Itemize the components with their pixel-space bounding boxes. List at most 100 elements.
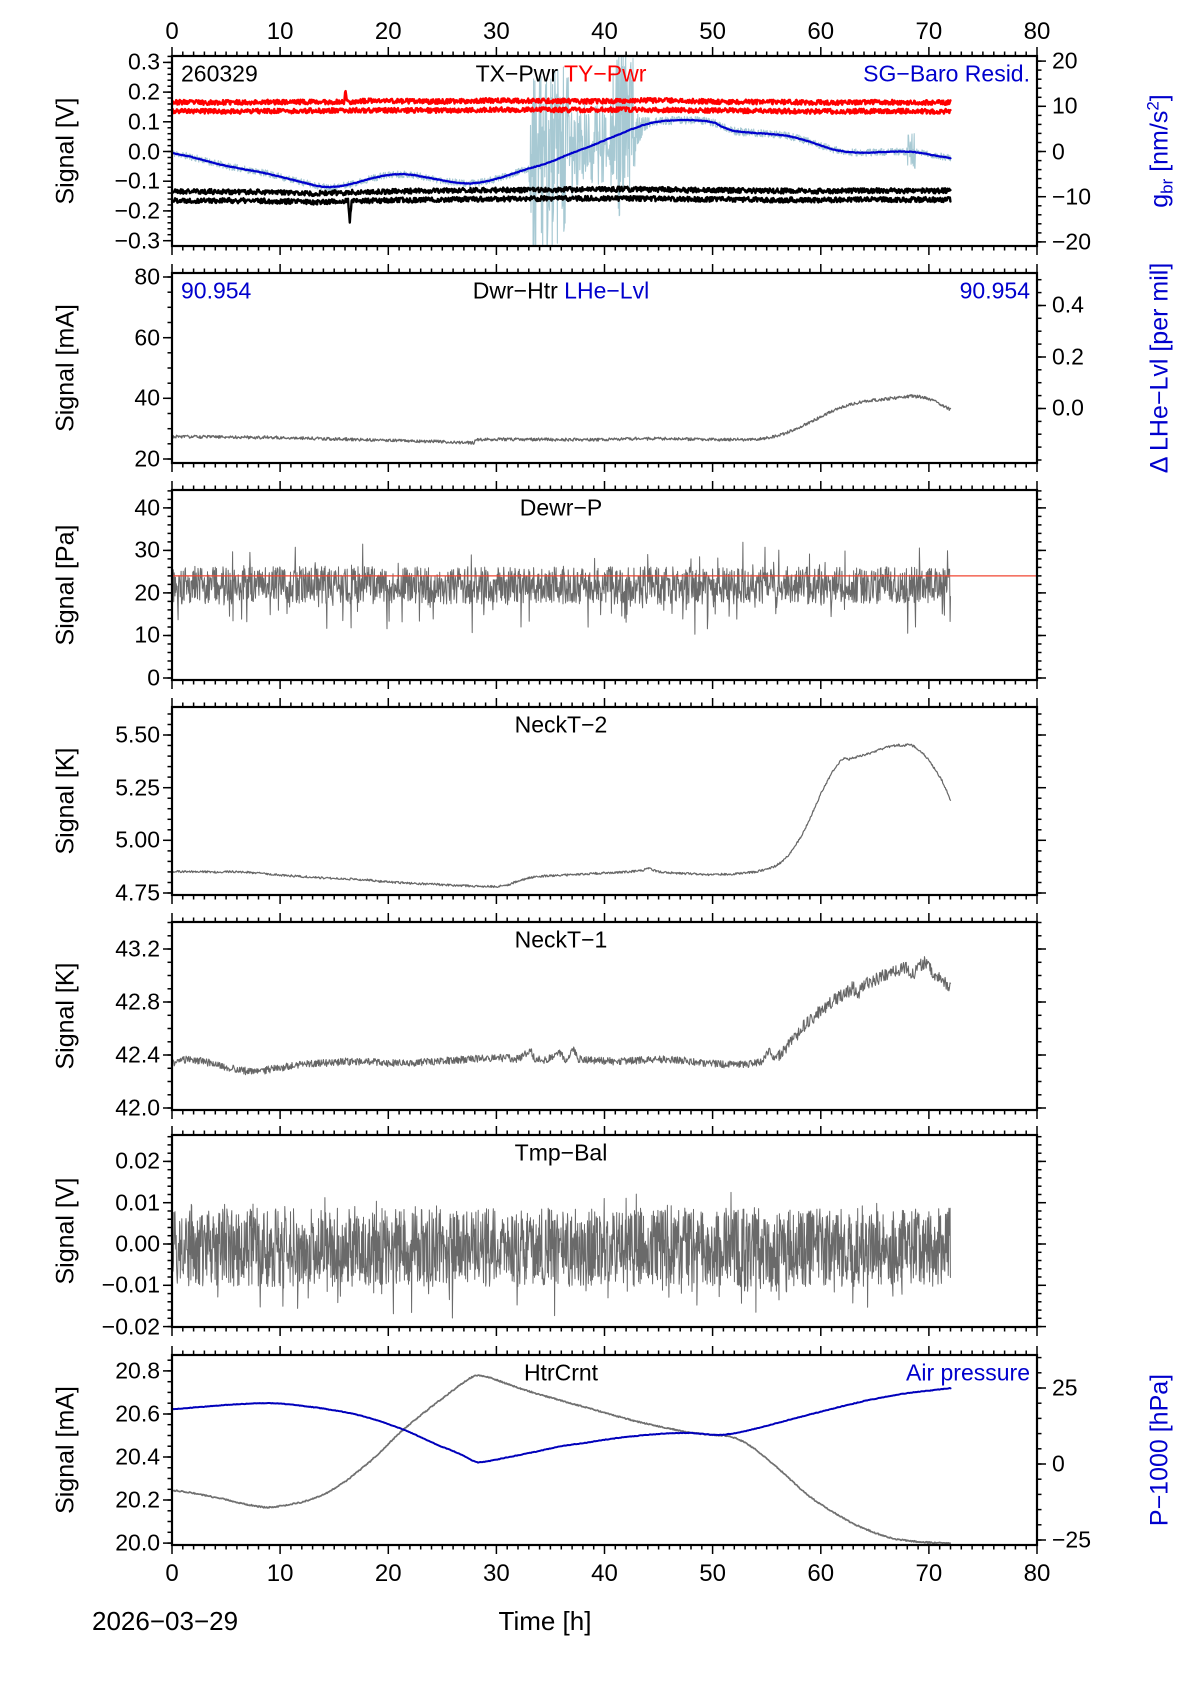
axis-ticks-panel-neck-t2: [163, 698, 1046, 904]
y-tick-label: 0.0: [128, 138, 160, 165]
y-tick-label: 42.0: [115, 1094, 160, 1121]
y-tick-label: 0.01: [115, 1189, 160, 1216]
y-tick-label: 5.50: [115, 721, 160, 748]
right-y-tick-label: −10: [1052, 183, 1092, 210]
y-tick-label: 20: [134, 445, 160, 472]
y-tick-label: 4.75: [115, 879, 160, 906]
ty-pwr-lower-curve: [172, 106, 952, 115]
y-tick-label: −0.01: [101, 1271, 160, 1298]
dewr-p-curve: [172, 541, 951, 635]
panel-title-dewar-pressure: Dewr−P: [519, 494, 603, 521]
panel-title-neck-t2: NeckT−2: [514, 711, 608, 738]
top-x-tick-label: 30: [483, 18, 510, 45]
y-tick-label: 20: [134, 579, 160, 606]
top-x-tick-label: 20: [374, 18, 402, 45]
right-y-axis-title: P−1000 [hPa]: [1145, 1373, 1174, 1527]
top-x-tick-label: 70: [915, 18, 943, 45]
y-tick-label: −0.2: [114, 197, 160, 224]
axis-ticks-panel-tmp-bal: [163, 1126, 1046, 1336]
y-tick-label: 0.00: [115, 1230, 160, 1257]
annotation-power-baro-right: SG−Baro Resid.: [863, 60, 1030, 87]
axis-ticks-panel-heater-current-pressure: [163, 1346, 1046, 1554]
panel-title-power-baro: TX−Pwr TY−Pwr: [475, 60, 647, 87]
y-tick-label: 10: [134, 621, 160, 648]
y-tick-label: 40: [134, 494, 160, 521]
y-tick-label: −0.1: [114, 167, 160, 194]
top-x-tick-label: 50: [699, 18, 726, 45]
panel-title-neck-t1: NeckT−1: [514, 926, 608, 953]
y-axis-title: Signal [Pa]: [51, 524, 80, 646]
y-tick-label: 0.3: [128, 48, 160, 75]
y-tick-label: 20.2: [115, 1486, 160, 1513]
y-tick-label: 40: [134, 384, 160, 411]
right-y-axis-title: Δ LHe−Lvl [per mil]: [1145, 262, 1174, 474]
top-x-tick-label: 0: [165, 18, 179, 45]
bottom-x-tick-label: 20: [374, 1560, 402, 1587]
bottom-x-tick-label: 10: [266, 1560, 294, 1587]
y-tick-label: 42.8: [115, 988, 160, 1015]
tx-pwr-upper-curve: [172, 185, 952, 197]
ty-pwr-upper-curve: [172, 89, 952, 106]
bottom-x-tick-label: 80: [1023, 1560, 1051, 1587]
axis-ticks-panel-power-baro: [163, 47, 1046, 255]
y-tick-label: 0.02: [115, 1147, 160, 1174]
dwr-htr-curve: [172, 394, 952, 445]
bottom-x-tick-label: 50: [699, 1560, 726, 1587]
y-axis-title: Signal [V]: [51, 97, 80, 205]
y-tick-label: 5.00: [115, 826, 160, 853]
right-y-tick-label: −25: [1052, 1526, 1092, 1553]
y-axis-title: Signal [V]: [51, 1177, 80, 1285]
y-tick-label: 42.4: [115, 1041, 160, 1068]
y-tick-label: 0.2: [128, 78, 160, 105]
tmp-bal-curve: [172, 1191, 951, 1319]
panel-title-heater-current-pressure: HtrCrnt: [523, 1359, 599, 1386]
right-y-tick-label: 20: [1052, 47, 1078, 74]
right-y-tick-label: 0.0: [1052, 394, 1084, 421]
y-tick-label: 0.1: [128, 108, 160, 135]
date-label: 2026−03−29: [92, 1606, 239, 1636]
right-y-axis-title: gbr [nm/s2]: [1143, 94, 1177, 208]
axis-ticks-panel-neck-t1: [163, 913, 1046, 1119]
annotation-dewar-heater-lhe-left: 90.954: [181, 277, 252, 304]
y-tick-label: −0.3: [114, 227, 160, 254]
bottom-x-tick-label: 0: [165, 1560, 179, 1587]
top-x-tick-label: 60: [807, 18, 835, 45]
air-pressure-curve: [172, 1387, 952, 1464]
right-y-tick-label: 0: [1052, 138, 1065, 165]
top-x-tick-label: 80: [1023, 18, 1051, 45]
y-axis-title: Signal [K]: [51, 747, 80, 855]
right-y-tick-label: 0: [1052, 1450, 1065, 1477]
axis-ticks-panel-dewar-heater-lhe: [163, 264, 1046, 472]
panel-title-dewar-heater-lhe: Dwr−Htr LHe−Lvl: [472, 277, 650, 304]
y-tick-label: 60: [134, 324, 160, 351]
panel-title-tmp-bal: Tmp−Bal: [514, 1139, 608, 1166]
y-tick-label: 30: [134, 536, 160, 563]
sg-baro-residual-line-curve: [172, 118, 952, 189]
y-tick-label: 43.2: [115, 935, 160, 962]
top-x-tick-label: 40: [591, 18, 618, 45]
right-y-tick-label: 0.4: [1052, 291, 1084, 318]
bottom-x-tick-label: 40: [591, 1560, 618, 1587]
annotation-power-baro-left: 260329: [181, 60, 258, 87]
panel-dewar-heater-lhe: [172, 394, 952, 445]
bottom-x-tick-label: 60: [807, 1560, 835, 1587]
y-axis-title: Signal [K]: [51, 962, 80, 1070]
y-axis-title: Signal [mA]: [51, 304, 80, 432]
panel-neck-t2: [172, 743, 952, 889]
panel-heater-current-pressure: [172, 1374, 952, 1545]
y-tick-label: 80: [134, 263, 160, 290]
top-x-tick-label: 10: [266, 18, 294, 45]
panel-dewar-pressure: [172, 541, 1037, 635]
x-axis-title: Time [h]: [498, 1606, 592, 1636]
y-tick-label: 20.8: [115, 1357, 160, 1384]
bottom-x-tick-label: 70: [915, 1560, 943, 1587]
y-axis-title: Signal [mA]: [51, 1386, 80, 1514]
tx-pwr-lower-curve: [172, 194, 952, 224]
right-y-tick-label: 0.2: [1052, 343, 1084, 370]
htr-crnt-curve: [172, 1374, 951, 1545]
right-y-tick-label: −20: [1052, 228, 1092, 255]
y-tick-label: 20.0: [115, 1529, 160, 1556]
y-tick-label: 5.25: [115, 774, 160, 801]
